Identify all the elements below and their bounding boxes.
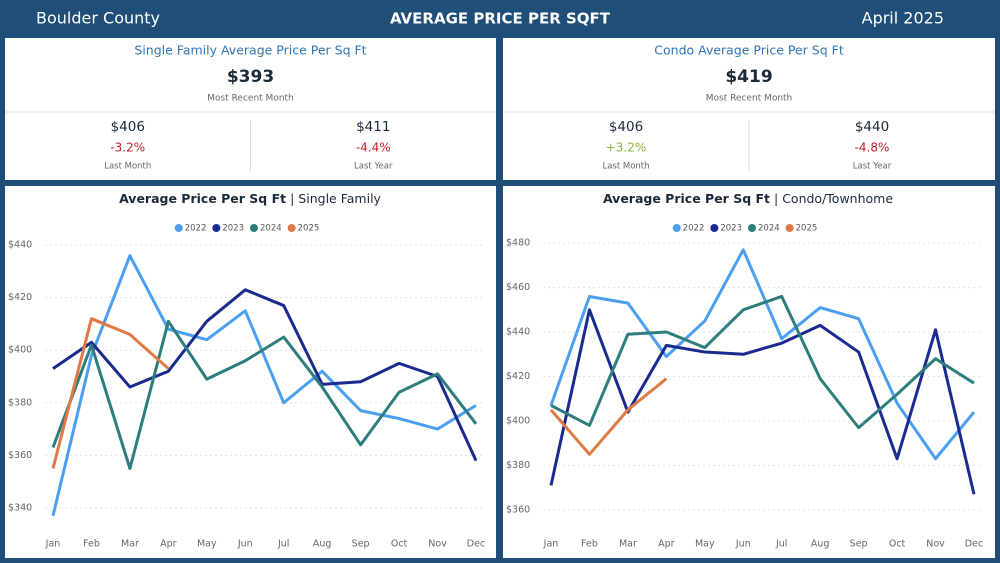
series-line [52, 288, 478, 462]
chart-subtitle: | Condo/Townhome [774, 191, 893, 206]
y-tick-label: $340 [8, 502, 32, 513]
kpi-title: Condo Average Price Per Sq Ft [654, 43, 844, 58]
x-tick-label: Nov [428, 539, 447, 550]
kpi-item-value: $406 [609, 119, 643, 135]
legend-label: 2025 [796, 224, 818, 234]
legend-label: 2022 [683, 224, 705, 234]
x-tick-label: May [695, 539, 715, 550]
kpi-item-change: -4.8% [855, 141, 890, 155]
legend-label: 2022 [185, 224, 207, 234]
x-tick-label: Jul [775, 539, 787, 550]
series-line [549, 377, 668, 456]
legend-swatch [250, 224, 258, 232]
y-tick-label: $440 [506, 327, 530, 338]
x-tick-label: Mar [121, 539, 139, 550]
x-tick-label: Sep [850, 539, 868, 550]
y-tick-label: $380 [506, 460, 530, 471]
y-tick-label: $420 [8, 292, 32, 303]
x-tick-label: Aug [313, 539, 332, 550]
y-tick-label: $360 [8, 450, 32, 461]
legend-label: 2024 [260, 224, 282, 234]
y-tick-label: $400 [506, 415, 530, 426]
legend-swatch [287, 224, 296, 232]
header-left: Boulder County [36, 9, 160, 28]
legend-label: 2023 [222, 224, 244, 234]
legend: 2022 2023 2024 2025 [174, 224, 320, 234]
kpi-item-value: $440 [855, 119, 889, 135]
x-tick-label: Jul [277, 539, 289, 550]
header-right: April 2025 [862, 9, 944, 28]
x-tick-label: Nov [926, 539, 945, 550]
chart-title: Average Price Per Sq Ft | Single Family [119, 191, 381, 206]
y-tick-label: $420 [506, 371, 530, 382]
kpi-value: $393 [227, 67, 274, 87]
x-tick-label: Feb [83, 539, 100, 550]
chart-title: Average Price Per Sq Ft | Condo/Townhome [603, 191, 893, 206]
x-tick-label: Apr [160, 539, 177, 550]
kpi-item-caption: Last Month [602, 162, 649, 172]
x-tick-label: Oct [391, 539, 408, 550]
x-tick-label: Jun [237, 539, 253, 550]
series-line [549, 308, 976, 495]
series-line [51, 254, 477, 517]
x-tick-label: Oct [889, 539, 906, 550]
kpi-caption: Most Recent Month [207, 94, 294, 104]
legend-swatch [672, 224, 681, 232]
series-line [51, 319, 478, 470]
x-tick-label: Feb [581, 539, 598, 550]
legend-swatch [710, 224, 719, 232]
chart-title-main: Average Price Per Sq Ft [119, 191, 286, 206]
x-tick-label: Sep [352, 539, 370, 550]
legend-label: 2024 [758, 224, 780, 234]
x-tick-label: Jun [735, 539, 751, 550]
series-line [51, 317, 170, 469]
kpi-item-caption: Last Year [853, 162, 892, 172]
x-tick-label: Jan [543, 539, 559, 550]
legend-label: 2025 [298, 224, 320, 234]
kpi-item-value: $411 [356, 119, 390, 135]
kpi-item-caption: Last Month [104, 162, 151, 172]
y-tick-label: $380 [8, 397, 32, 408]
series-line [549, 248, 976, 461]
y-tick-label: $460 [506, 282, 530, 293]
kpi-item-change: -4.4% [356, 141, 391, 155]
x-tick-label: Jan [45, 539, 61, 550]
chart-subtitle: | Single Family [290, 191, 381, 206]
legend-swatch [174, 224, 183, 232]
x-tick-label: Dec [467, 539, 485, 550]
legend-label: 2023 [720, 224, 742, 234]
chart-panel [503, 186, 995, 558]
kpi-value: $419 [725, 67, 772, 87]
kpi-item-change: +3.2% [606, 141, 647, 155]
legend-swatch [785, 224, 794, 232]
kpi-item-change: -3.2% [110, 141, 145, 155]
y-tick-label: $400 [8, 345, 32, 356]
y-tick-label: $360 [506, 504, 530, 515]
legend-swatch [748, 224, 756, 232]
chart-title-main: Average Price Per Sq Ft [603, 191, 770, 206]
x-tick-label: Apr [658, 539, 675, 550]
kpi-title: Single Family Average Price Per Sq Ft [134, 43, 366, 58]
y-tick-label: $480 [506, 238, 530, 249]
y-tick-label: $440 [8, 240, 32, 251]
x-tick-label: May [197, 539, 217, 550]
kpi-caption: Most Recent Month [706, 94, 793, 104]
kpi-item-caption: Last Year [354, 162, 393, 172]
legend: 2022 2023 2024 2025 [672, 224, 818, 234]
kpi-item-value: $406 [111, 119, 145, 135]
legend-swatch [212, 224, 221, 232]
header-title: AVERAGE PRICE PER SQFT [390, 10, 611, 28]
x-tick-label: Aug [811, 539, 830, 550]
series-line [550, 294, 975, 430]
x-tick-label: Dec [965, 539, 983, 550]
x-tick-label: Mar [619, 539, 637, 550]
